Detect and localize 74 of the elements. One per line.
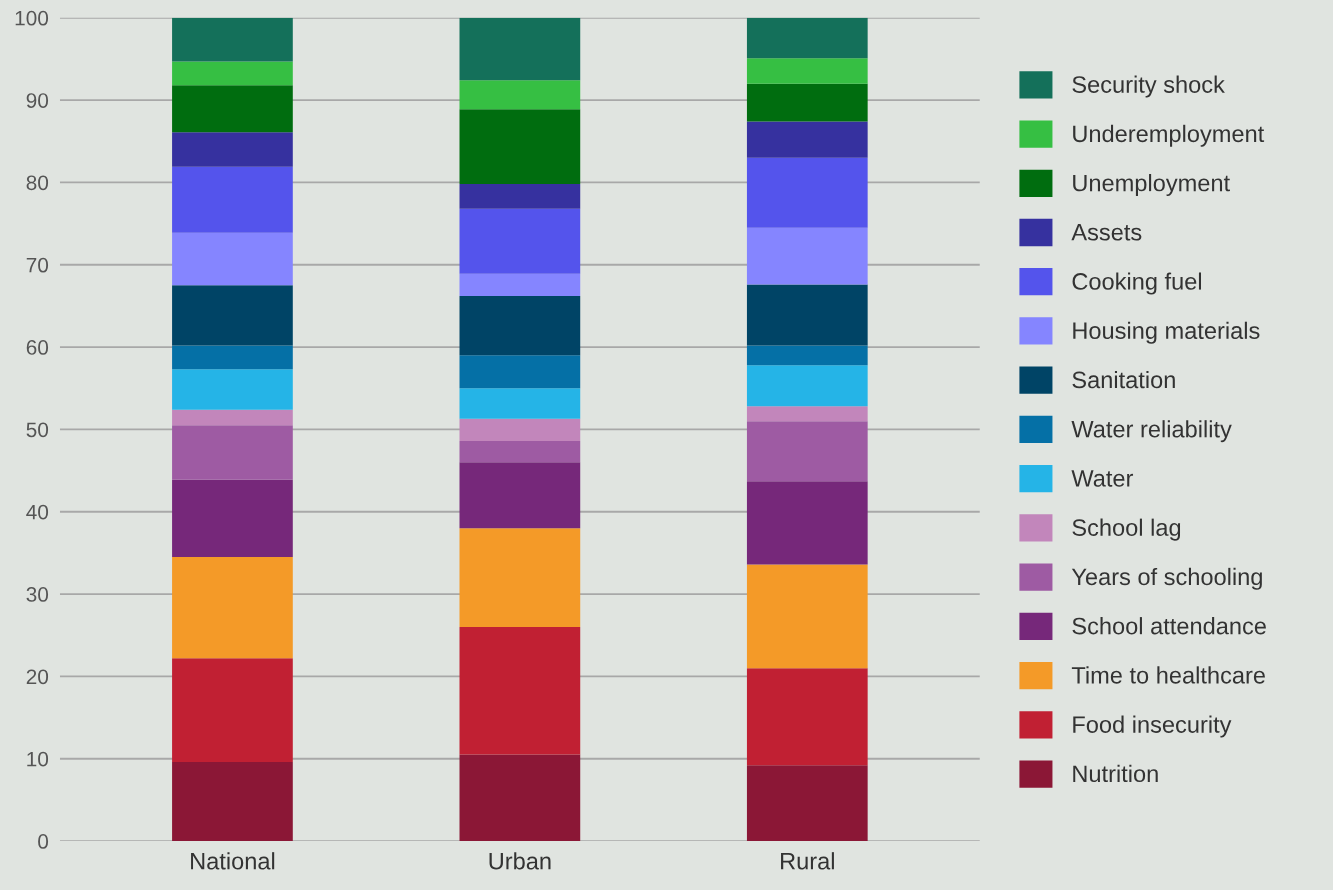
legend-label: Housing materials — [1073, 321, 1260, 344]
bar — [172, 658, 293, 763]
bar — [746, 83, 868, 122]
legend-label: Unemployment — [1073, 174, 1230, 197]
legend-label: Security shock — [1072, 75, 1225, 98]
bar — [172, 369, 293, 410]
bar — [746, 668, 868, 766]
bar — [459, 462, 581, 529]
legend-label: Water reliability — [1071, 420, 1232, 443]
legend-label: Food insecurity — [1073, 715, 1232, 738]
legend-label: Underemployment — [1073, 124, 1265, 147]
legend-label: Cooking fuel — [1072, 272, 1202, 295]
bar — [746, 227, 868, 285]
y-tick-label: 80 — [26, 175, 49, 191]
bar — [172, 425, 293, 480]
bar — [459, 528, 581, 628]
legend-label: School lag — [1072, 518, 1181, 541]
bar — [746, 481, 868, 565]
bar — [746, 765, 868, 842]
y-tick-label: 50 — [26, 422, 49, 438]
bar — [746, 345, 868, 366]
bar — [746, 406, 868, 422]
x-tick-label: Urban — [489, 852, 551, 870]
bar — [459, 273, 581, 297]
bar — [459, 80, 581, 110]
bar — [459, 17, 581, 81]
bar — [459, 388, 581, 419]
legend-label: Time to healthcare — [1071, 666, 1265, 684]
bar — [459, 754, 581, 842]
bar — [172, 285, 293, 346]
y-tick-label: 0 — [38, 834, 49, 849]
bar — [172, 232, 293, 286]
bar — [746, 564, 868, 669]
y-tick-label: 10 — [27, 751, 49, 767]
bar — [746, 421, 868, 482]
bar — [459, 440, 581, 463]
bar — [746, 157, 868, 228]
legend-label: Sanitation — [1072, 370, 1175, 389]
legend-label: Water — [1071, 470, 1134, 487]
bar — [459, 184, 581, 209]
bar — [172, 345, 293, 370]
legend-label: Nutrition — [1073, 764, 1158, 783]
bar — [459, 627, 581, 755]
bar — [459, 418, 581, 441]
bar — [459, 355, 581, 389]
y-tick-label: 90 — [26, 93, 49, 108]
bar — [172, 762, 293, 842]
x-tick-label: Rural — [781, 852, 834, 870]
bar — [172, 61, 293, 86]
bar — [172, 166, 293, 233]
bar — [172, 17, 293, 62]
y-tick-label: 100 — [15, 10, 49, 26]
legend-label: Assets — [1071, 224, 1142, 241]
bar — [172, 409, 293, 426]
bar — [172, 557, 293, 659]
bar — [746, 365, 868, 407]
y-tick-label: 20 — [26, 669, 49, 685]
y-tick-label: 70 — [26, 257, 49, 273]
y-tick-label: 30 — [26, 587, 49, 602]
bar — [746, 284, 868, 346]
bar — [172, 479, 293, 558]
bar — [172, 132, 293, 167]
legend-label: Years of schooling — [1071, 567, 1262, 590]
bar — [746, 121, 868, 158]
x-tick-label: National — [191, 852, 275, 870]
bar — [459, 296, 581, 356]
bar — [172, 85, 293, 133]
y-tick-label: 60 — [26, 340, 49, 355]
y-tick-label: 40 — [26, 504, 49, 520]
bar — [459, 109, 581, 185]
bar — [746, 17, 868, 59]
bar — [746, 58, 868, 84]
legend-label: School attendance — [1072, 617, 1266, 635]
bar — [459, 208, 581, 274]
